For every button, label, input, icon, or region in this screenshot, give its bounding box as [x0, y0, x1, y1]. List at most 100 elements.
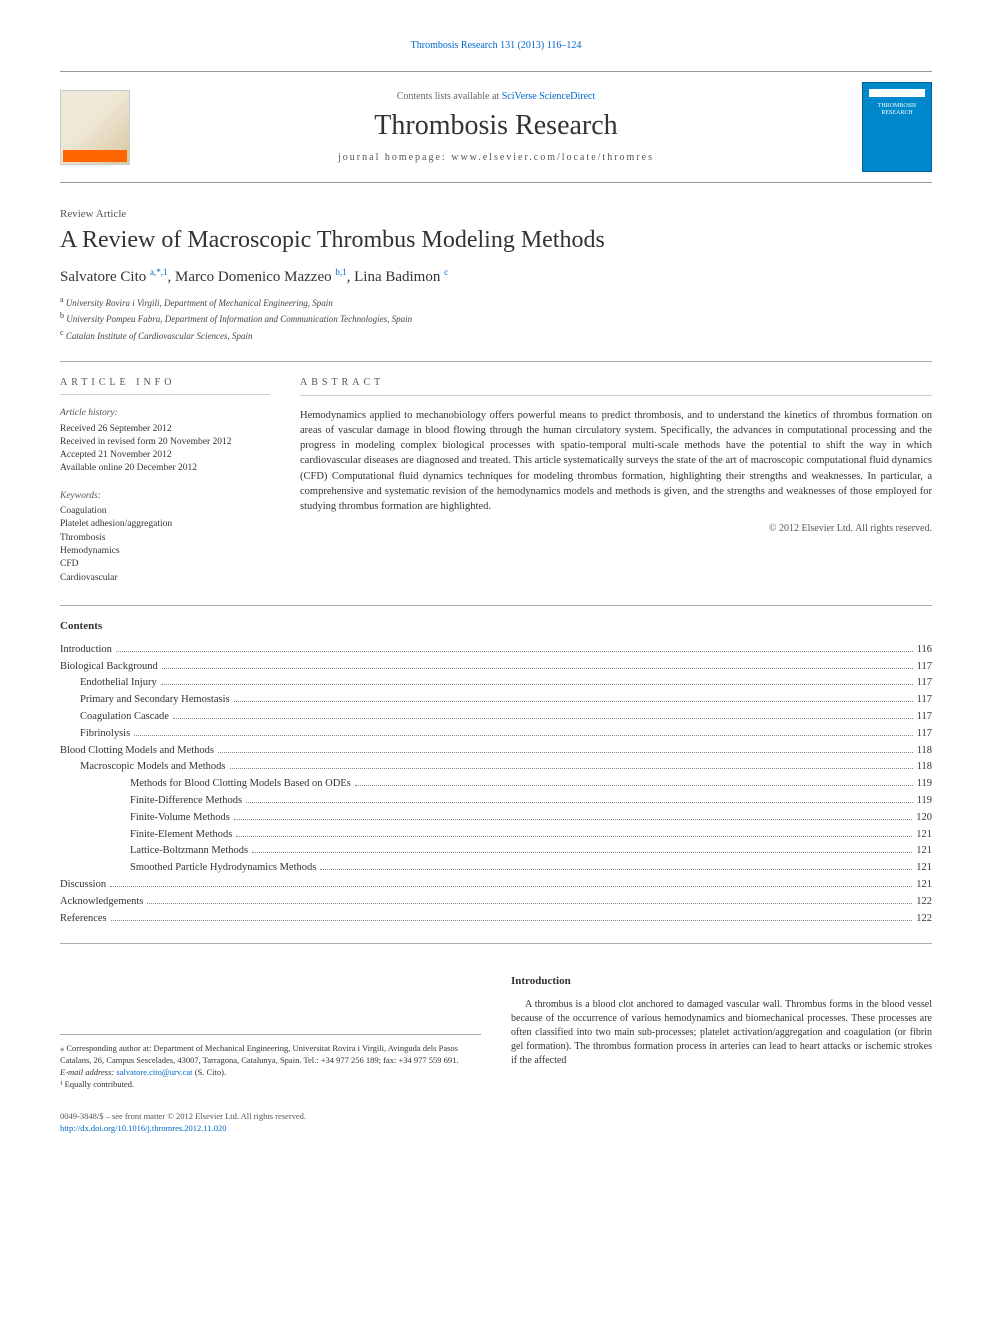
toc-dots [147, 903, 912, 904]
article-title: A Review of Macroscopic Thrombus Modelin… [60, 226, 932, 255]
toc-page: 117 [917, 709, 932, 726]
toc-dots [355, 785, 913, 786]
author-email-link[interactable]: salvatore.cito@urv.cat [116, 1067, 192, 1077]
footnotes: ⁎ Corresponding author at: Department of… [60, 1034, 481, 1091]
toc-page: 122 [916, 911, 932, 928]
contents-available-line: Contents lists available at SciVerse Sci… [130, 91, 862, 102]
toc-row[interactable]: Finite-Volume Methods 120 [60, 810, 932, 827]
toc-row[interactable]: Methods for Blood Clotting Models Based … [60, 776, 932, 793]
toc-label: Blood Clotting Models and Methods [60, 743, 214, 760]
history-list: Received 26 September 2012Received in re… [60, 423, 270, 476]
toc-row[interactable]: Lattice-Boltzmann Methods 121 [60, 843, 932, 860]
keywords-list: CoagulationPlatelet adhesion/aggregation… [60, 505, 270, 585]
article-type: Review Article [60, 208, 932, 220]
toc-row[interactable]: Coagulation Cascade 117 [60, 709, 932, 726]
introduction-heading: Introduction [511, 974, 932, 989]
author-list: Salvatore Cito a,*,1, Marco Domenico Maz… [60, 267, 932, 286]
toc-dots [320, 869, 912, 870]
toc-dots [234, 701, 913, 702]
toc-page: 119 [917, 776, 932, 793]
toc-label: Lattice-Boltzmann Methods [130, 843, 248, 860]
toc-page: 121 [916, 827, 932, 844]
toc-row[interactable]: Fibrinolysis 117 [60, 726, 932, 743]
lower-right-column: Introduction A thrombus is a blood clot … [511, 974, 932, 1091]
journal-header: Contents lists available at SciVerse Sci… [60, 71, 932, 183]
journal-name: Thrombosis Research [130, 110, 862, 142]
toc-dots [236, 836, 912, 837]
toc-label: Finite-Volume Methods [130, 810, 230, 827]
email-label: E-mail address: [60, 1067, 116, 1077]
toc-row[interactable]: Smoothed Particle Hydrodynamics Methods … [60, 860, 932, 877]
issn-line: 0049-3848/$ – see front matter © 2012 El… [60, 1111, 932, 1123]
elsevier-logo [60, 90, 130, 165]
affiliations: a University Rovira i Virgili, Departmen… [60, 294, 932, 344]
contents-prefix: Contents lists available at [397, 91, 502, 102]
history-line: Received in revised form 20 November 201… [60, 436, 270, 449]
abstract-copyright: © 2012 Elsevier Ltd. All rights reserved… [300, 522, 932, 537]
affiliation-line: b University Pompeu Fabra, Department of… [60, 310, 932, 327]
affiliation-line: c Catalan Institute of Cardiovascular Sc… [60, 327, 932, 344]
email-line: E-mail address: salvatore.cito@urv.cat (… [60, 1067, 481, 1079]
toc-page: 119 [917, 793, 932, 810]
toc-row[interactable]: Discussion 121 [60, 877, 932, 894]
toc-page: 121 [916, 843, 932, 860]
toc-page: 120 [916, 810, 932, 827]
top-citation-link[interactable]: Thrombosis Research 131 (2013) 116–124 [60, 40, 932, 51]
toc-page: 121 [916, 877, 932, 894]
toc-page: 117 [917, 726, 932, 743]
toc-row[interactable]: Blood Clotting Models and Methods 118 [60, 743, 932, 760]
history-line: Available online 20 December 2012 [60, 462, 270, 475]
toc-label: Macroscopic Models and Methods [80, 759, 226, 776]
toc-label: Finite-Difference Methods [130, 793, 242, 810]
toc-label: Fibrinolysis [80, 726, 130, 743]
lower-left-column: ⁎ Corresponding author at: Department of… [60, 974, 481, 1091]
introduction-text: A thrombus is a blood clot anchored to d… [511, 998, 932, 1068]
toc-page: 122 [916, 894, 932, 911]
keyword-item: Platelet adhesion/aggregation [60, 518, 270, 531]
toc-label: Methods for Blood Clotting Models Based … [130, 776, 351, 793]
toc-page: 121 [916, 860, 932, 877]
keyword-item: Hemodynamics [60, 545, 270, 558]
doi-link[interactable]: http://dx.doi.org/10.1016/j.thromres.201… [60, 1123, 226, 1133]
toc-label: Endothelial Injury [80, 675, 157, 692]
info-abstract-row: ARTICLE INFO Article history: Received 2… [60, 361, 932, 585]
toc-row[interactable]: Macroscopic Models and Methods 118 [60, 759, 932, 776]
equal-contribution-note: ¹ Equally contributed. [60, 1079, 481, 1091]
table-of-contents: Contents Introduction 116Biological Back… [60, 605, 932, 945]
article-info-column: ARTICLE INFO Article history: Received 2… [60, 376, 270, 585]
abstract-text: Hemodynamics applied to mechanobiology o… [300, 408, 932, 515]
toc-label: Biological Background [60, 659, 158, 676]
toc-row[interactable]: References 122 [60, 911, 932, 928]
homepage-url: www.elsevier.com/locate/thromres [451, 152, 654, 163]
history-label: Article history: [60, 407, 270, 420]
toc-row[interactable]: Finite-Difference Methods 119 [60, 793, 932, 810]
lower-columns: ⁎ Corresponding author at: Department of… [60, 974, 932, 1091]
toc-row[interactable]: Introduction 116 [60, 642, 932, 659]
history-line: Accepted 21 November 2012 [60, 449, 270, 462]
toc-row[interactable]: Endothelial Injury 117 [60, 675, 932, 692]
keyword-item: Thrombosis [60, 532, 270, 545]
keyword-item: CFD [60, 558, 270, 571]
toc-dots [111, 920, 913, 921]
toc-row[interactable]: Primary and Secondary Hemostasis 117 [60, 692, 932, 709]
page-container: Thrombosis Research 131 (2013) 116–124 C… [0, 0, 992, 1165]
toc-row[interactable]: Finite-Element Methods 121 [60, 827, 932, 844]
toc-dots [218, 752, 913, 753]
toc-label: Smoothed Particle Hydrodynamics Methods [130, 860, 316, 877]
toc-page: 117 [917, 675, 932, 692]
homepage-label: journal homepage: [338, 152, 451, 163]
corresponding-author-note: ⁎ Corresponding author at: Department of… [60, 1043, 481, 1067]
toc-dots [116, 651, 913, 652]
toc-dots [162, 668, 913, 669]
toc-dots [161, 684, 913, 685]
affiliation-line: a University Rovira i Virgili, Departmen… [60, 294, 932, 311]
keyword-item: Coagulation [60, 505, 270, 518]
toc-row[interactable]: Acknowledgements 122 [60, 894, 932, 911]
toc-dots [246, 802, 913, 803]
toc-dots [134, 735, 912, 736]
toc-page: 117 [917, 659, 932, 676]
sciencedirect-link[interactable]: SciVerse ScienceDirect [502, 91, 596, 102]
toc-dots [230, 768, 913, 769]
toc-label: Discussion [60, 877, 106, 894]
toc-row[interactable]: Biological Background 117 [60, 659, 932, 676]
